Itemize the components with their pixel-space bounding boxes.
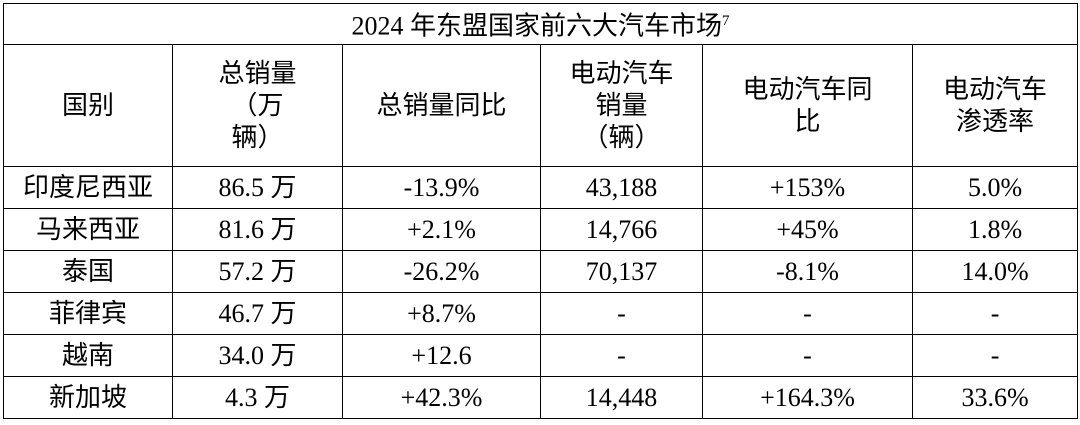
header-cell: 国别 — [3, 44, 173, 167]
header-line: 电动汽车 — [943, 74, 1048, 104]
cell: 33.6% — [911, 376, 1079, 419]
cell: 34.0 万 — [172, 334, 343, 377]
cell: - — [911, 292, 1079, 335]
cell: 81.6 万 — [172, 208, 343, 251]
cell: 70,137 — [540, 250, 703, 293]
header-line: 渗透率 — [956, 106, 1035, 136]
cell: +2.1% — [342, 208, 541, 251]
cell: 马来西亚 — [3, 208, 173, 251]
data-row: 菲律宾 46.7 万 +8.7% - - - — [3, 292, 1079, 335]
header-line: 电动汽车同 — [742, 74, 873, 104]
cell: 46.7 万 — [172, 292, 343, 335]
cell: 菲律宾 — [3, 292, 173, 335]
header-line: 电动汽车 — [569, 58, 674, 88]
cell: +164.3% — [702, 376, 913, 419]
cell: +8.7% — [342, 292, 541, 335]
cell: 印度尼西亚 — [3, 166, 173, 209]
cell: 14,766 — [540, 208, 703, 251]
header-cell: 总销量 （万 辆） — [172, 44, 343, 167]
header-line: 总销量同比 — [376, 90, 507, 120]
table-title: 2024 年东盟国家前六大汽车市场 — [351, 11, 723, 41]
cell: 57.2 万 — [172, 250, 343, 293]
cell: 4.3 万 — [172, 376, 343, 419]
header-cell: 电动汽车同比 — [702, 44, 913, 167]
header-line: 总销量 — [218, 58, 297, 88]
data-row: 印度尼西亚 86.5 万 -13.9% 43,188 +153% 5.0% — [3, 166, 1079, 209]
cell: +12.6 — [342, 334, 541, 377]
data-row: 马来西亚 81.6 万 +2.1% 14,766 +45% 1.8% — [3, 208, 1079, 251]
header-cell: 总销量同比 — [342, 44, 541, 167]
cell: 新加坡 — [3, 376, 173, 419]
header-cell: 电动汽车 渗透率 — [911, 44, 1079, 167]
cell: -13.9% — [342, 166, 541, 209]
title-row: 2024 年东盟国家前六大汽车市场7 — [2, 3, 1079, 45]
header-line: 国别 — [61, 90, 114, 120]
header-line: 销量 — [595, 90, 648, 120]
cell: 86.5 万 — [172, 166, 343, 209]
header-cell: 电动汽车 销量 （辆） — [540, 44, 703, 167]
cell: 43,188 — [540, 166, 703, 209]
cell: +45% — [702, 208, 913, 251]
cell: 14.0% — [911, 250, 1079, 293]
cell: - — [702, 334, 913, 377]
header-line: 比 — [794, 106, 821, 136]
cell: 泰国 — [3, 250, 173, 293]
header-line: （万 — [231, 90, 284, 120]
cell: - — [702, 292, 913, 335]
header-line: 辆） — [231, 122, 284, 152]
cell: 5.0% — [911, 166, 1079, 209]
header-line: （辆） — [582, 122, 661, 152]
cell: - — [911, 334, 1079, 377]
data-table: 2024 年东盟国家前六大汽车市场7 国别 总销量 （万 辆） 总销量同比 电动汽车 销量 （辆… — [2, 3, 1079, 419]
cell: -26.2% — [342, 250, 541, 293]
cell: 14,448 — [540, 376, 703, 419]
cell: +42.3% — [342, 376, 541, 419]
data-row: 新加坡 4.3 万 +42.3% 14,448 +164.3% 33.6% — [3, 376, 1079, 419]
data-row: 越南 34.0 万 +12.6- - - — [3, 334, 1079, 377]
title-note: 7 — [722, 13, 730, 30]
cell: -8.1% — [702, 250, 913, 293]
cell: 1.8% — [911, 208, 1079, 251]
title-cell: 2024 年东盟国家前六大汽车市场7 — [2, 3, 1079, 45]
cell: 越南 — [3, 334, 173, 377]
cell: +153% — [702, 166, 913, 209]
cell: - — [540, 292, 703, 335]
cell: - — [540, 334, 703, 377]
data-row: 泰国 57.2 万 -26.2% 70,137 -8.1% 14.0% — [3, 250, 1079, 293]
header-row: 国别 总销量 （万 辆） 总销量同比 电动汽车 销量 （辆） 电动汽车同比电动汽车 渗透率 — [3, 44, 1079, 167]
